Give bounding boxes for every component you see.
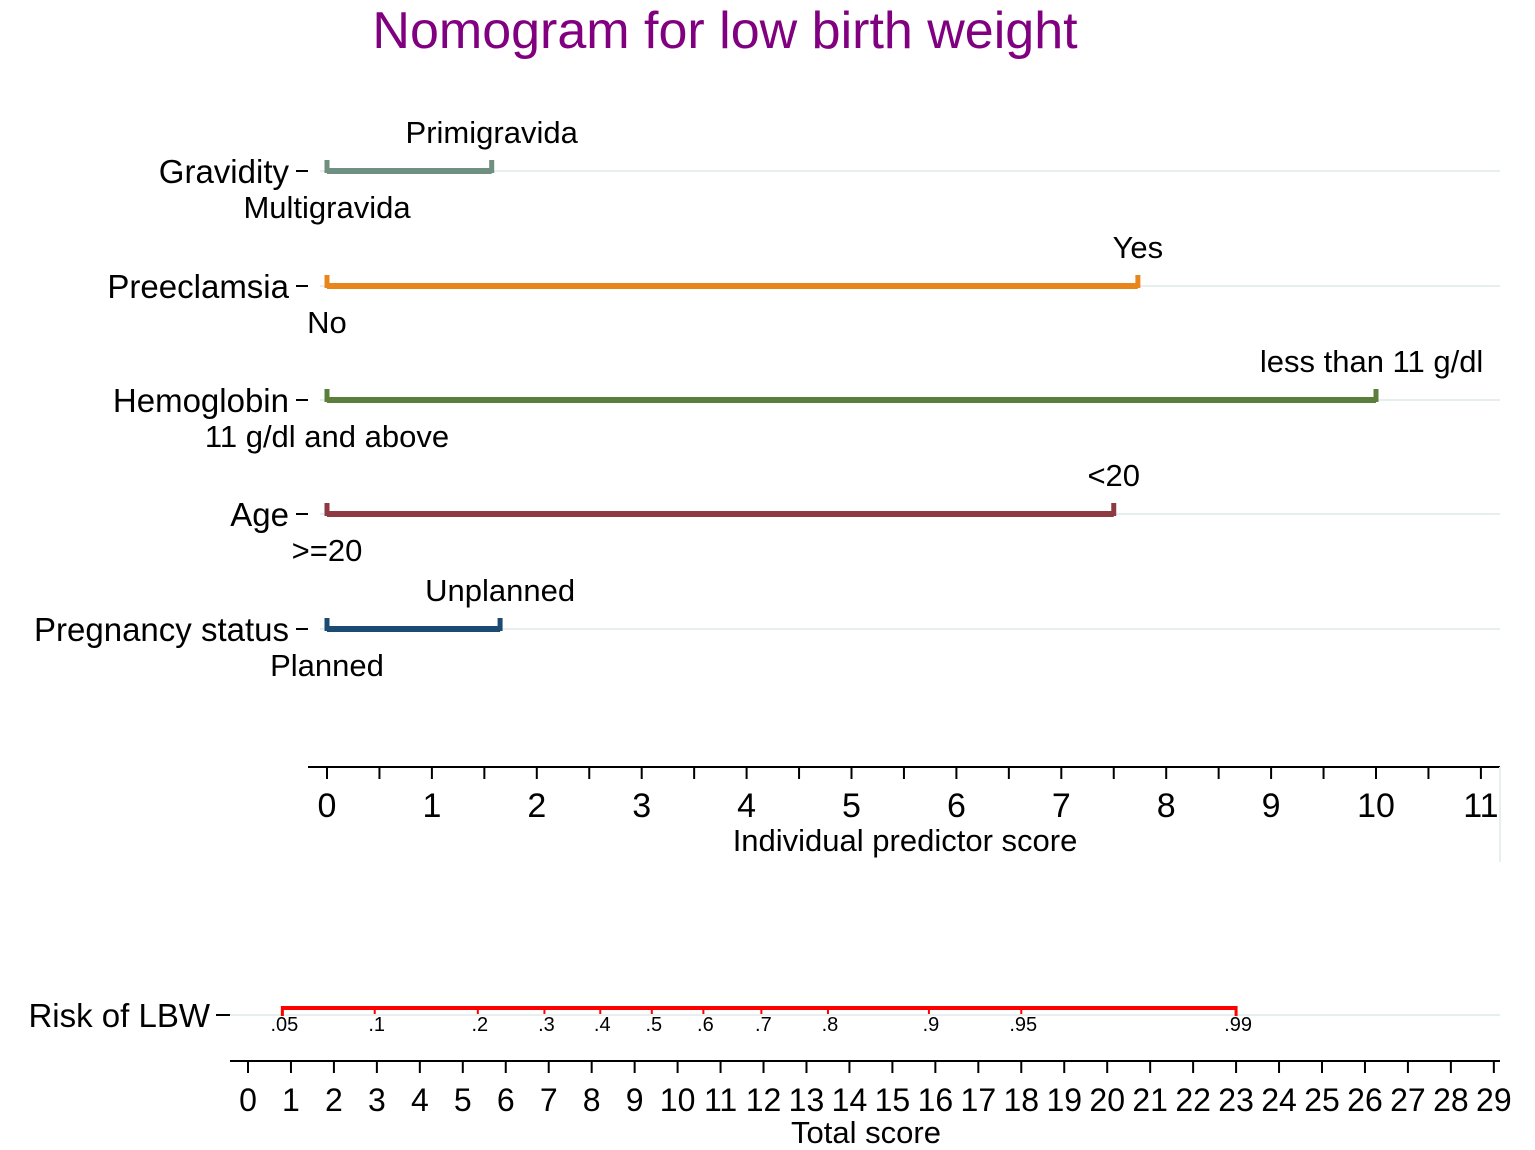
total-axis-tick-label: 0 <box>239 1082 257 1118</box>
total-axis-tick-label: 10 <box>660 1082 696 1118</box>
predictor-label-gravidity: Gravidity <box>159 153 290 190</box>
total-axis-tick-label: 28 <box>1433 1082 1469 1118</box>
risk-tick-label: .99 <box>1224 1014 1252 1036</box>
level-low-pregnancy-status: Planned <box>270 648 384 683</box>
total-axis-tick-label: 15 <box>875 1082 911 1118</box>
total-axis-tick-label: 26 <box>1347 1082 1383 1118</box>
total-axis-tick-label: 11 <box>704 1082 737 1118</box>
individual-axis-tick-label: 4 <box>737 787 756 825</box>
individual-axis-tick-label: 6 <box>947 787 966 825</box>
predictor-label-age: Age <box>230 496 289 533</box>
total-axis-tick-label: 18 <box>1003 1082 1039 1118</box>
total-axis-tick-label: 25 <box>1304 1082 1340 1118</box>
risk-tick-label: .95 <box>1009 1014 1037 1036</box>
individual-axis-tick-label: 0 <box>318 787 337 825</box>
risk-tick-label: .8 <box>822 1014 839 1036</box>
risk-tick-label: .6 <box>697 1014 714 1036</box>
individual-axis-title: Individual predictor score <box>733 823 1078 858</box>
individual-axis-tick-label: 3 <box>632 787 651 825</box>
individual-score-axis: 0 1 2 3 4 5 6 7 8 9 10 11 <box>308 766 1501 862</box>
total-axis-tick-label: 5 <box>454 1082 472 1118</box>
total-axis-title: Total score <box>791 1115 941 1150</box>
total-axis-tick-label: 2 <box>325 1082 343 1118</box>
total-axis-tick-label: 8 <box>583 1082 601 1118</box>
individual-axis-tick-label: 9 <box>1262 787 1281 825</box>
individual-axis-tick-label: 8 <box>1157 787 1176 825</box>
level-high-preeclamsia: Yes <box>1113 230 1164 265</box>
predictor-label-preeclamsia: Preeclamsia <box>107 268 289 305</box>
chart-title: Nomogram for low birth weight <box>372 2 1078 60</box>
total-axis-tick-label: 21 <box>1132 1082 1168 1118</box>
predictor-label-pregnancy-status: Pregnancy status <box>34 611 289 648</box>
risk-tick-label: .1 <box>368 1014 385 1036</box>
level-low-gravidity: Multigravida <box>243 190 411 225</box>
risk-tick-label: .05 <box>270 1014 298 1036</box>
total-score-axis: 0 1 2 3 4 5 6 7 8 9 10 11 12 13 14 15 16 17 18 19 20 21 22 23 24… <box>230 1060 1512 1118</box>
risk-tick-label: .9 <box>923 1014 940 1036</box>
total-axis-tick-label: 9 <box>626 1082 644 1118</box>
level-high-pregnancy-status: Unplanned <box>425 573 575 608</box>
total-axis-tick-label: 13 <box>789 1082 825 1118</box>
total-axis-tick-label: 24 <box>1261 1082 1297 1118</box>
total-axis-tick-label: 19 <box>1046 1082 1082 1118</box>
total-axis-tick-label: 29 <box>1476 1082 1512 1118</box>
risk-tick-label: .2 <box>471 1014 488 1036</box>
total-axis-tick-label: 1 <box>282 1082 300 1118</box>
individual-axis-tick-label: 2 <box>527 787 546 825</box>
risk-tick-label: .7 <box>755 1014 772 1036</box>
risk-tick-label: .3 <box>538 1014 555 1036</box>
total-axis-tick-label: 4 <box>411 1082 429 1118</box>
risk-label: Risk of LBW <box>28 997 210 1034</box>
total-axis-tick-label: 6 <box>497 1082 515 1118</box>
total-axis-tick-label: 16 <box>918 1082 954 1118</box>
risk-scale: Risk of LBW .05 .1 .2 .3 .4 .5 .6 .7 .8 .9 .95 .99 <box>28 997 1500 1036</box>
individual-axis-tick-label: 11 <box>1463 787 1498 825</box>
level-low-hemoglobin: 11 g/dl and above <box>205 419 449 454</box>
individual-axis-tick-label: 10 <box>1357 787 1395 825</box>
total-axis-tick-label: 12 <box>746 1082 782 1118</box>
individual-axis-tick-label: 5 <box>842 787 861 825</box>
level-low-preeclamsia: No <box>307 305 347 340</box>
individual-axis-tick-label: 1 <box>422 787 441 825</box>
risk-tick-label: .4 <box>594 1014 611 1036</box>
total-axis-tick-label: 7 <box>540 1082 558 1118</box>
predictor-label-hemoglobin: Hemoglobin <box>113 382 289 419</box>
total-axis-tick-label: 20 <box>1089 1082 1125 1118</box>
risk-tick-label: .5 <box>645 1014 662 1036</box>
total-axis-tick-label: 17 <box>961 1082 997 1118</box>
level-high-gravidity: Primigravida <box>406 115 579 150</box>
total-axis-tick-label: 23 <box>1218 1082 1254 1118</box>
level-high-hemoglobin: less than 11 g/dl <box>1260 344 1483 379</box>
total-axis-tick-label: 14 <box>832 1082 868 1118</box>
level-high-age: <20 <box>1087 458 1140 493</box>
total-axis-tick-label: 22 <box>1175 1082 1211 1118</box>
level-low-age: >=20 <box>292 533 363 568</box>
individual-axis-tick-label: 7 <box>1052 787 1071 825</box>
total-axis-tick-label: 27 <box>1390 1082 1426 1118</box>
total-axis-tick-label: 3 <box>368 1082 386 1118</box>
